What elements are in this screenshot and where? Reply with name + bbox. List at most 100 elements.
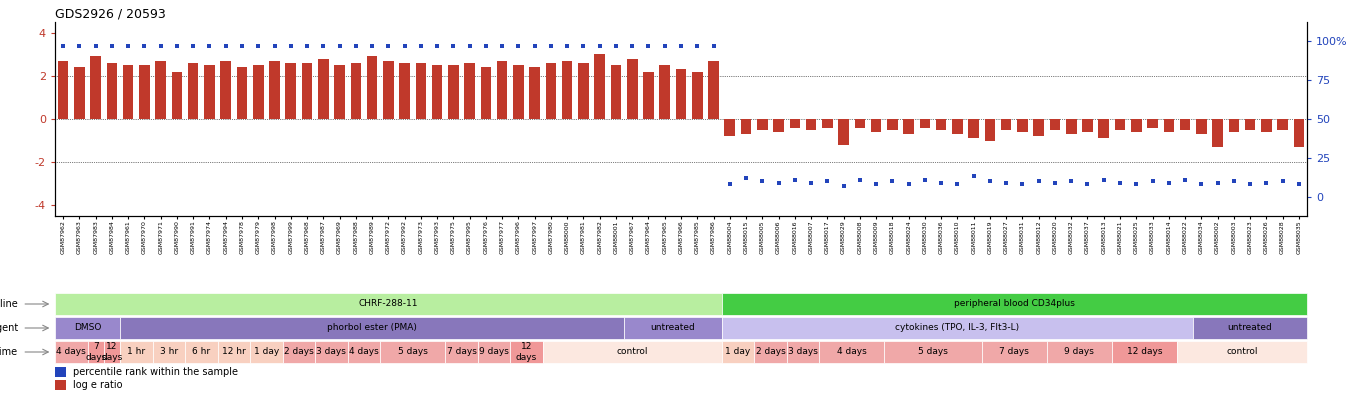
Bar: [968, 119, 979, 139]
Text: 9 days: 9 days: [479, 347, 509, 356]
Bar: [659, 65, 670, 119]
Point: [1141, 178, 1163, 184]
Bar: [627, 59, 637, 119]
Text: cell line: cell line: [0, 299, 18, 309]
Bar: [120, 317, 624, 339]
Bar: [54, 293, 722, 315]
Point: [296, 43, 317, 49]
Point: [588, 43, 610, 49]
Bar: [172, 72, 183, 119]
Text: 12 days: 12 days: [1126, 347, 1162, 356]
Bar: [982, 341, 1047, 363]
Bar: [1245, 119, 1256, 130]
Bar: [870, 119, 881, 132]
Bar: [787, 341, 819, 363]
Point: [801, 179, 823, 186]
Text: 9 days: 9 days: [1065, 347, 1094, 356]
Text: 1 hr: 1 hr: [127, 347, 146, 356]
Point: [117, 43, 139, 49]
Bar: [1278, 119, 1288, 130]
Bar: [1034, 119, 1045, 136]
Point: [686, 43, 708, 49]
Bar: [497, 61, 508, 119]
Text: 3 days: 3 days: [789, 347, 819, 356]
Point: [752, 178, 774, 184]
Point: [475, 43, 497, 49]
Bar: [722, 293, 1308, 315]
Text: peripheral blood CD34plus: peripheral blood CD34plus: [953, 300, 1075, 309]
Bar: [120, 341, 153, 363]
Bar: [952, 119, 963, 134]
Text: log e ratio: log e ratio: [72, 380, 123, 390]
Text: 7 days: 7 days: [447, 347, 477, 356]
Point: [785, 176, 806, 183]
Text: 4 days: 4 days: [836, 347, 866, 356]
Point: [670, 43, 692, 49]
Bar: [936, 119, 947, 130]
Point: [1028, 178, 1050, 184]
Text: 6 hr: 6 hr: [192, 347, 210, 356]
Text: control: control: [617, 347, 648, 356]
Text: agent: agent: [0, 323, 18, 333]
Point: [572, 43, 594, 49]
Point: [914, 176, 936, 183]
Text: 2 days: 2 days: [756, 347, 786, 356]
Bar: [302, 63, 312, 119]
Point: [1207, 179, 1229, 186]
Point: [1092, 176, 1114, 183]
Bar: [774, 119, 785, 132]
Bar: [741, 119, 752, 134]
Bar: [819, 341, 884, 363]
Bar: [790, 119, 799, 128]
Text: CHRF-288-11: CHRF-288-11: [358, 300, 418, 309]
Point: [52, 43, 74, 49]
Bar: [185, 341, 218, 363]
Point: [377, 43, 399, 49]
Bar: [1066, 119, 1076, 134]
Bar: [854, 119, 865, 128]
Text: phorbol ester (PMA): phorbol ester (PMA): [327, 324, 417, 333]
Point: [361, 43, 383, 49]
Point: [963, 173, 985, 180]
Bar: [513, 65, 523, 119]
Bar: [1294, 119, 1305, 147]
Bar: [543, 341, 722, 363]
Point: [719, 181, 741, 188]
Point: [345, 43, 366, 49]
Point: [524, 43, 546, 49]
Point: [1158, 179, 1179, 186]
Bar: [1261, 119, 1272, 132]
Text: cytokines (TPO, IL-3, Flt3-L): cytokines (TPO, IL-3, Flt3-L): [895, 324, 1020, 333]
Text: 12 hr: 12 hr: [222, 347, 245, 356]
Point: [816, 178, 838, 184]
Text: DMSO: DMSO: [74, 324, 101, 333]
Bar: [1114, 119, 1125, 130]
Bar: [481, 67, 492, 119]
Text: untreated: untreated: [1227, 324, 1272, 333]
Text: GDS2926 / 20593: GDS2926 / 20593: [54, 8, 166, 21]
Bar: [366, 56, 377, 119]
Point: [1288, 181, 1310, 188]
Bar: [839, 119, 849, 145]
Bar: [54, 380, 65, 390]
Bar: [563, 61, 572, 119]
Bar: [87, 341, 104, 363]
Bar: [624, 317, 722, 339]
Bar: [1177, 341, 1308, 363]
Bar: [54, 341, 87, 363]
Bar: [1099, 119, 1109, 139]
Point: [1076, 181, 1098, 188]
Text: 4 days: 4 days: [349, 347, 379, 356]
Text: 3 hr: 3 hr: [159, 347, 178, 356]
Bar: [1083, 119, 1092, 132]
Bar: [432, 65, 443, 119]
Text: 3 days: 3 days: [316, 347, 346, 356]
Bar: [1229, 119, 1239, 132]
Bar: [380, 341, 445, 363]
Bar: [1193, 317, 1308, 339]
Bar: [1163, 119, 1174, 132]
Point: [150, 43, 172, 49]
Bar: [283, 341, 315, 363]
Point: [768, 179, 790, 186]
Point: [232, 43, 253, 49]
